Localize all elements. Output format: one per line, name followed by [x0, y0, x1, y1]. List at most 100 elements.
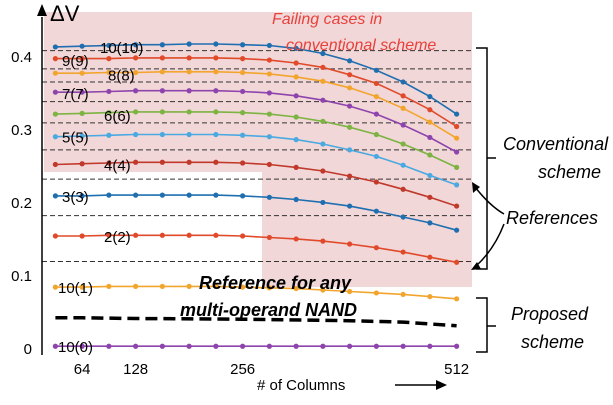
- x-tick-label: 256: [230, 361, 255, 378]
- data-point: [400, 343, 406, 349]
- proposed-bracket: [476, 297, 488, 353]
- data-point: [106, 56, 112, 62]
- data-point: [106, 110, 112, 116]
- data-point: [373, 208, 379, 214]
- data-point: [266, 234, 272, 241]
- data-point: [133, 42, 139, 48]
- data-point: [52, 193, 58, 199]
- data-point: [400, 105, 406, 111]
- series-label: 2(2): [104, 229, 131, 246]
- data-point: [240, 69, 246, 76]
- data-point: [454, 259, 460, 265]
- data-point: [106, 42, 112, 49]
- data-point: [266, 194, 272, 200]
- series-5(5): [52, 131, 460, 188]
- data-point: [266, 111, 272, 117]
- data-point: [186, 283, 192, 289]
- data-point: [320, 343, 326, 349]
- data-point: [427, 152, 433, 158]
- data-point: [454, 296, 460, 302]
- data-point: [266, 90, 272, 96]
- series-label: 10(10): [100, 40, 143, 57]
- y-tick-label: 0.4: [11, 49, 32, 66]
- data-point: [266, 285, 272, 291]
- data-point: [52, 161, 58, 168]
- data-point: [454, 343, 460, 349]
- data-point: [240, 88, 246, 95]
- data-point: [373, 245, 379, 251]
- data-point: [52, 70, 58, 76]
- data-point: [133, 109, 139, 115]
- references-label: References: [506, 208, 598, 228]
- series-labels: 10(10) 9(9) 8(8) 7(7) 6(6) 5(5) 4(4) 3(3) 2(2) 10…: [58, 40, 143, 356]
- data-point: [454, 182, 460, 188]
- series-line: [55, 194, 457, 231]
- data-point: [240, 233, 246, 239]
- data-point: [213, 88, 219, 94]
- data-point: [159, 42, 165, 48]
- series-line: [55, 89, 457, 153]
- data-point: [400, 249, 406, 255]
- data-point: [427, 343, 433, 349]
- nand-label-line2: multi-operand NAND: [180, 300, 357, 320]
- data-point: [79, 193, 85, 199]
- data-point: [159, 159, 165, 165]
- data-point: [133, 55, 139, 61]
- data-point: [133, 131, 139, 138]
- series-layer: [52, 41, 460, 349]
- data-point: [347, 85, 353, 91]
- data-point: [159, 343, 165, 349]
- y-tick-label: 0: [24, 341, 32, 358]
- y-tick-labels: 0 0.1 0.2 0.3 0.4: [11, 49, 32, 358]
- data-point: [106, 192, 112, 198]
- data-point: [347, 58, 353, 64]
- data-point: [159, 192, 165, 198]
- failing-label-line2: conventional scheme: [286, 37, 436, 54]
- data-point: [320, 141, 326, 147]
- series-line: [55, 133, 457, 186]
- data-point: [400, 79, 406, 85]
- data-point: [79, 133, 85, 139]
- x-axis-label: # of Columns: [257, 377, 345, 394]
- data-point: [133, 343, 139, 349]
- nand-reference-layer: [55, 316, 457, 328]
- data-point: [347, 203, 353, 209]
- data-point: [106, 69, 112, 76]
- data-point: [400, 93, 406, 99]
- data-point: [240, 343, 246, 349]
- x-axis-arrowhead: [436, 380, 447, 390]
- series-line: [55, 285, 457, 300]
- series-label: 3(3): [62, 189, 89, 206]
- data-point: [106, 232, 112, 238]
- data-point: [373, 80, 379, 87]
- data-point: [186, 88, 192, 94]
- data-point: [400, 162, 406, 168]
- data-point: [373, 111, 379, 117]
- data-point: [427, 172, 433, 179]
- data-point: [293, 196, 299, 203]
- data-point: [373, 290, 379, 296]
- x-tick-label: 512: [444, 361, 469, 378]
- conventional-label-line1: Conventional: [503, 134, 609, 154]
- data-point: [293, 285, 299, 292]
- series-line: [55, 111, 457, 169]
- data-point: [347, 241, 353, 247]
- data-point: [266, 57, 272, 63]
- references-arrow-down: [474, 223, 505, 268]
- data-point: [293, 114, 299, 120]
- data-point: [400, 186, 406, 192]
- data-point: [186, 159, 192, 165]
- data-point: [293, 137, 299, 143]
- data-point: [400, 122, 406, 128]
- data-point: [320, 78, 326, 84]
- data-point: [347, 288, 353, 295]
- data-point: [320, 287, 326, 293]
- nand-reference-line: [55, 316, 457, 328]
- data-point: [52, 89, 58, 95]
- data-point: [159, 55, 165, 61]
- data-point: [293, 93, 299, 99]
- data-point: [79, 89, 85, 95]
- references-arrowhead-up: [472, 182, 480, 193]
- data-point: [133, 159, 139, 165]
